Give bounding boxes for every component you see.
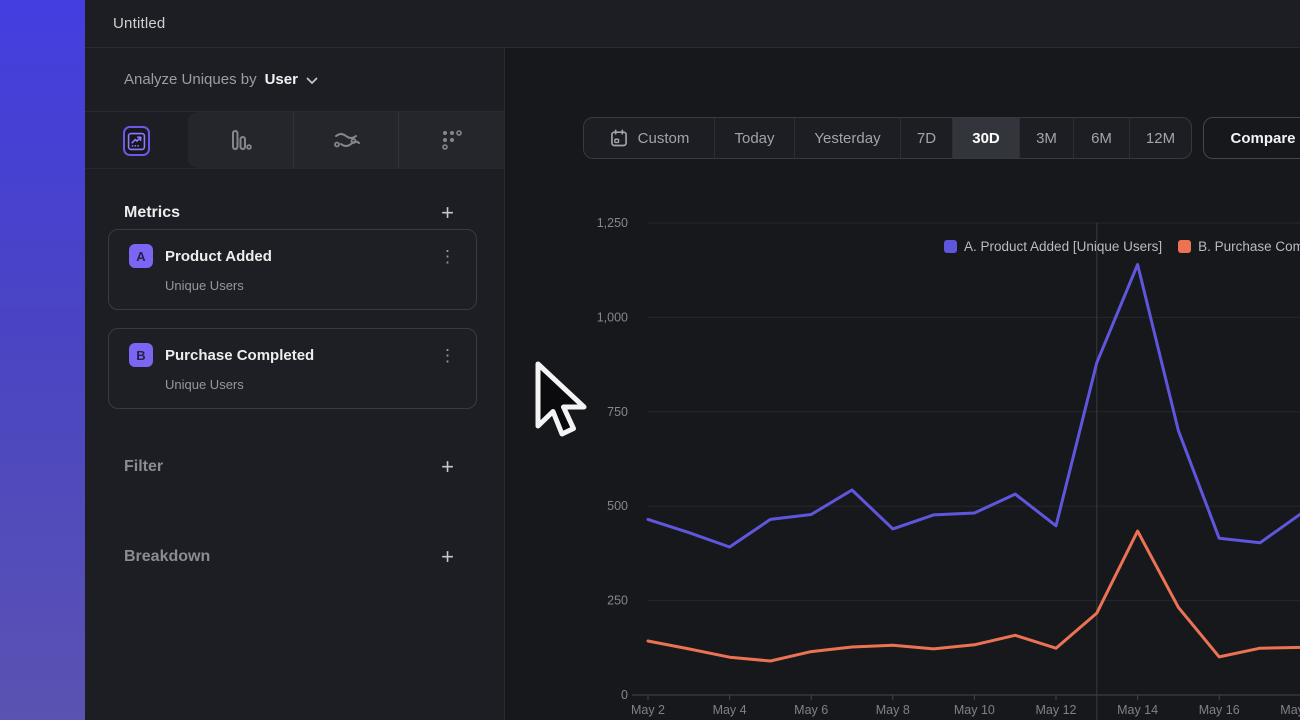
metric-name: Purchase Completed — [165, 346, 315, 364]
range-yesterday[interactable]: Yesterday — [794, 118, 900, 158]
legend-item-a[interactable]: A. Product Added [Unique Users] — [944, 239, 1162, 254]
legend-item-b[interactable]: B. Purchase Completed [Unique Users] — [1178, 239, 1300, 254]
metric-card-a[interactable]: A Product Added ⋮ Unique Users — [108, 229, 477, 310]
add-breakdown-button[interactable]: + — [441, 544, 454, 569]
range-3m[interactable]: 3M — [1019, 118, 1073, 158]
date-range-group: Custom Today Yesterday 7D 30D 3M 6M 12M — [583, 117, 1192, 159]
view-type-tabs — [85, 112, 504, 169]
tab-bar-chart[interactable] — [188, 112, 293, 168]
chart-legend: A. Product Added [Unique Users] B. Purch… — [944, 239, 1300, 254]
retention-grid-icon — [441, 130, 462, 150]
tab-flows[interactable] — [292, 112, 399, 168]
filter-section-header: Filter + — [85, 451, 504, 483]
svg-text:May 18: May 18 — [1280, 703, 1300, 717]
add-filter-button[interactable]: + — [441, 454, 454, 479]
tab-line-chart[interactable] — [123, 126, 150, 156]
svg-text:0: 0 — [621, 688, 628, 702]
add-metric-button[interactable]: + — [441, 200, 454, 225]
flows-icon — [334, 133, 360, 148]
svg-text:May 14: May 14 — [1117, 703, 1158, 717]
chart-area: Custom Today Yesterday 7D 30D 3M 6M 12M … — [505, 48, 1300, 720]
range-today[interactable]: Today — [714, 118, 794, 158]
metrics-heading: Metrics — [124, 204, 181, 221]
line-chart-icon — [127, 132, 146, 150]
query-panel: Analyze Uniques by User — [85, 48, 505, 720]
metric-subtitle[interactable]: Unique Users — [165, 278, 244, 293]
date-range-bar: Custom Today Yesterday 7D 30D 3M 6M 12M … — [583, 117, 1300, 159]
svg-text:May 12: May 12 — [1036, 703, 1077, 717]
metric-subtitle[interactable]: Unique Users — [165, 377, 244, 392]
top-bar: Untitled — [85, 0, 1300, 48]
metric-name: Product Added — [165, 247, 272, 265]
report-title[interactable]: Untitled — [113, 15, 166, 32]
svg-text:750: 750 — [607, 405, 628, 419]
range-6m[interactable]: 6M — [1073, 118, 1129, 158]
legend-swatch-b — [1178, 240, 1192, 253]
metric-badge-a: A — [129, 244, 153, 268]
svg-text:May 2: May 2 — [631, 703, 665, 717]
kebab-menu-icon[interactable]: ⋮ — [439, 345, 456, 365]
background-gradient-strip — [0, 0, 85, 720]
app-window: Untitled Analyze Uniques by User — [85, 0, 1300, 720]
breakdown-section-header: Breakdown + — [85, 541, 504, 573]
legend-label-a: A. Product Added [Unique Users] — [964, 239, 1163, 254]
analyze-by-dropdown[interactable]: Analyze Uniques by User — [85, 48, 504, 112]
calendar-icon — [610, 129, 627, 147]
range-30d[interactable]: 30D — [952, 118, 1019, 158]
svg-text:500: 500 — [607, 499, 628, 513]
analyze-by-label: Analyze Uniques by — [124, 71, 257, 88]
line-chart: 0 250 500 750 1,000 1,250 May 2 May 4 May 6 May 8… — [597, 216, 1300, 720]
svg-text:May 10: May 10 — [954, 703, 995, 717]
compare-button[interactable]: Compare — [1203, 117, 1300, 159]
view-type-tabstrip — [188, 112, 504, 168]
svg-text:1,250: 1,250 — [597, 216, 628, 230]
kebab-menu-icon[interactable]: ⋮ — [439, 246, 456, 266]
svg-text:May 4: May 4 — [713, 703, 747, 717]
chevron-down-icon — [306, 77, 318, 84]
range-7d[interactable]: 7D — [900, 118, 952, 158]
legend-label-b: B. Purchase Completed [Unique Users] — [1198, 239, 1300, 254]
legend-swatch-a — [944, 240, 957, 253]
filter-heading: Filter — [124, 458, 164, 475]
svg-text:May 8: May 8 — [876, 703, 910, 717]
breakdown-heading: Breakdown — [124, 548, 211, 565]
tab-retention[interactable] — [398, 112, 504, 168]
bar-chart-icon — [232, 130, 253, 150]
svg-text:May 16: May 16 — [1199, 703, 1240, 717]
range-custom[interactable]: Custom — [584, 118, 714, 158]
svg-text:May 6: May 6 — [794, 703, 828, 717]
analyze-by-value: User — [264, 71, 298, 88]
svg-text:250: 250 — [607, 594, 628, 608]
svg-text:1,000: 1,000 — [597, 310, 628, 324]
metric-badge-b: B — [129, 343, 153, 367]
metric-card-b[interactable]: B Purchase Completed ⋮ Unique Users — [108, 328, 477, 409]
metrics-section-header: Metrics + — [85, 197, 504, 229]
range-12m[interactable]: 12M — [1129, 118, 1191, 158]
